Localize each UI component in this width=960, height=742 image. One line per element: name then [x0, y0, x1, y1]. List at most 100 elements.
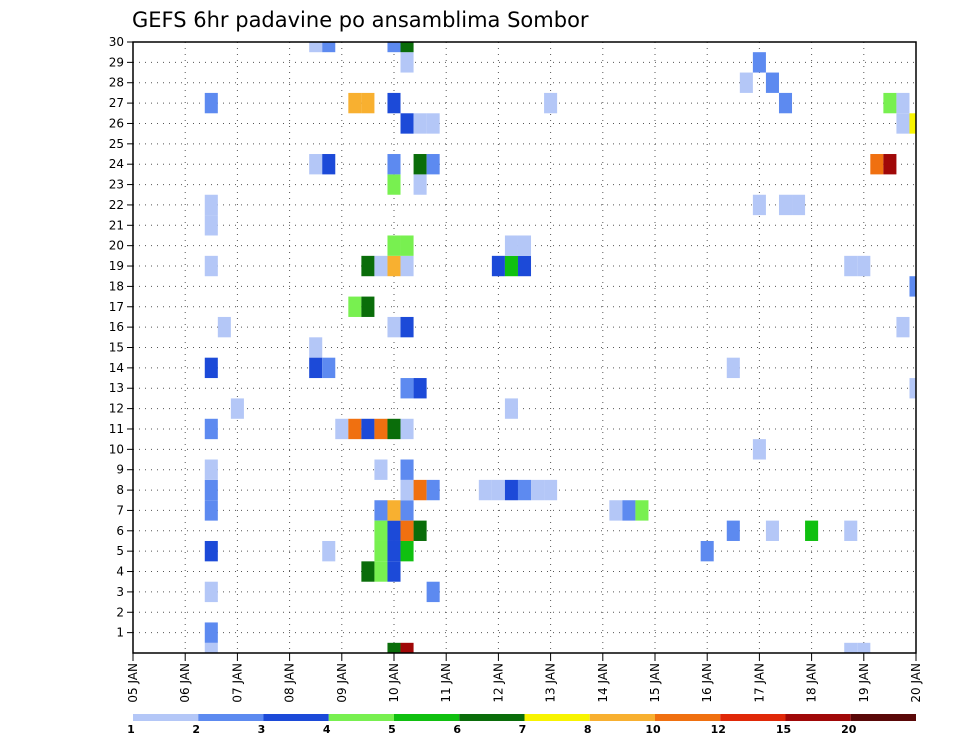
legend-label: 20	[841, 723, 857, 736]
heatmap-cell	[504, 398, 518, 419]
x-tick-label: 17 JAN	[752, 663, 766, 703]
heatmap-cell	[204, 642, 218, 653]
x-tick-label: 12 JAN	[491, 663, 505, 703]
y-tick-label: 11	[109, 422, 124, 436]
heatmap-cell	[400, 255, 414, 277]
heatmap-cell	[531, 479, 545, 501]
heatmap-cell	[896, 113, 910, 134]
heatmap-cell	[778, 92, 793, 114]
heatmap-cell	[204, 418, 218, 440]
heatmap-cell	[765, 520, 779, 541]
heatmap-cell	[387, 642, 401, 653]
heatmap-cell	[844, 642, 858, 653]
x-tick-label: 13 JAN	[544, 663, 558, 703]
heatmap-cell	[400, 642, 414, 653]
heatmap-cell	[374, 500, 388, 521]
y-tick-label: 6	[116, 524, 124, 538]
heatmap-cell	[726, 520, 740, 541]
x-tick-label: 11 JAN	[439, 663, 453, 703]
y-tick-label: 27	[109, 96, 124, 110]
heatmap-cell	[309, 154, 323, 175]
y-tick-label: 5	[116, 544, 124, 558]
heatmap-cell	[387, 235, 401, 256]
legend-swatch	[720, 714, 786, 721]
heatmap-cell	[700, 540, 714, 562]
heatmap-cell	[387, 92, 401, 114]
heatmap-cell	[609, 500, 623, 521]
heatmap-cell	[400, 52, 414, 73]
heatmap-cell	[309, 42, 323, 53]
y-tick-label: 4	[116, 565, 124, 579]
heatmap-cell	[309, 337, 323, 358]
heatmap-cell	[400, 459, 414, 480]
x-tick-label: 10 JAN	[387, 663, 401, 703]
y-axis: 1234567891011121314151617181920212223242…	[109, 35, 133, 640]
y-tick-label: 29	[109, 55, 124, 69]
heatmap-cell	[896, 92, 910, 114]
heatmap-cell	[400, 378, 414, 399]
heatmap-cell	[478, 479, 492, 501]
heatmap-cells	[204, 42, 916, 653]
legend-swatch	[524, 714, 590, 721]
legend-swatch	[850, 714, 916, 721]
y-tick-label: 22	[109, 198, 124, 212]
heatmap-cell	[387, 540, 401, 562]
heatmap-cell	[752, 439, 766, 460]
heatmap-cell	[335, 418, 349, 440]
x-tick-label: 08 JAN	[283, 663, 297, 703]
y-tick-label: 21	[109, 218, 124, 232]
heatmap-cell	[426, 113, 440, 134]
x-tick-label: 06 JAN	[178, 663, 192, 703]
heatmap-cell	[348, 92, 362, 114]
y-tick-label: 30	[109, 35, 124, 49]
heatmap-cell	[309, 357, 323, 379]
heatmap-cell	[361, 561, 375, 582]
heatmap-cell	[752, 52, 766, 73]
legend: 1 2 3 4 5 6 7 8 10 12 15 20	[127, 714, 916, 736]
heatmap-cell	[217, 316, 231, 338]
heatmap-cell	[204, 215, 218, 236]
y-tick-label: 17	[109, 300, 124, 314]
plot-frame	[132, 41, 917, 654]
y-tick-label: 26	[109, 116, 124, 130]
heatmap-cell	[204, 540, 218, 562]
y-tick-label: 16	[109, 320, 124, 334]
heatmap-cell	[792, 194, 806, 216]
heatmap-cell	[387, 42, 401, 53]
heatmap-cell	[413, 520, 427, 541]
y-tick-label: 28	[109, 76, 124, 90]
heatmap-cell	[387, 520, 401, 541]
y-tick-label: 1	[116, 626, 124, 640]
heatmap-cell	[726, 357, 740, 379]
legend-label: 6	[453, 723, 461, 736]
legend-label: 3	[258, 723, 266, 736]
heatmap-cell	[348, 296, 362, 317]
y-tick-label: 19	[109, 259, 124, 273]
heatmap-cell	[504, 235, 518, 256]
legend-swatch	[785, 714, 851, 721]
heatmap-cell	[517, 255, 532, 277]
y-tick-label: 3	[116, 585, 124, 599]
x-tick-label: 07 JAN	[230, 663, 244, 703]
heatmap-cell	[387, 418, 401, 440]
heatmap-cell	[322, 357, 336, 379]
legend-label: 2	[192, 723, 200, 736]
heatmap-cell	[204, 357, 218, 379]
heatmap-cell	[400, 500, 414, 521]
heatmap-cell	[517, 479, 532, 501]
heatmap-cell	[204, 92, 218, 114]
heatmap-cell	[374, 561, 388, 582]
heatmap-cell	[622, 500, 636, 521]
heatmap-cell	[739, 72, 753, 93]
heatmap-cell	[374, 418, 388, 440]
y-tick-label: 14	[109, 361, 124, 375]
heatmap-cell	[204, 581, 218, 603]
heatmap-cell	[387, 316, 401, 338]
x-axis: 05 JAN 06 JAN 07 JAN 08 JAN 09 JAN 10 JAN 11 J…	[126, 653, 923, 703]
heatmap-cell	[844, 255, 858, 277]
heatmap-cell	[374, 255, 388, 277]
heatmap-cell	[844, 520, 858, 541]
heatmap-cell	[204, 500, 218, 521]
heatmap-cell	[883, 92, 897, 114]
